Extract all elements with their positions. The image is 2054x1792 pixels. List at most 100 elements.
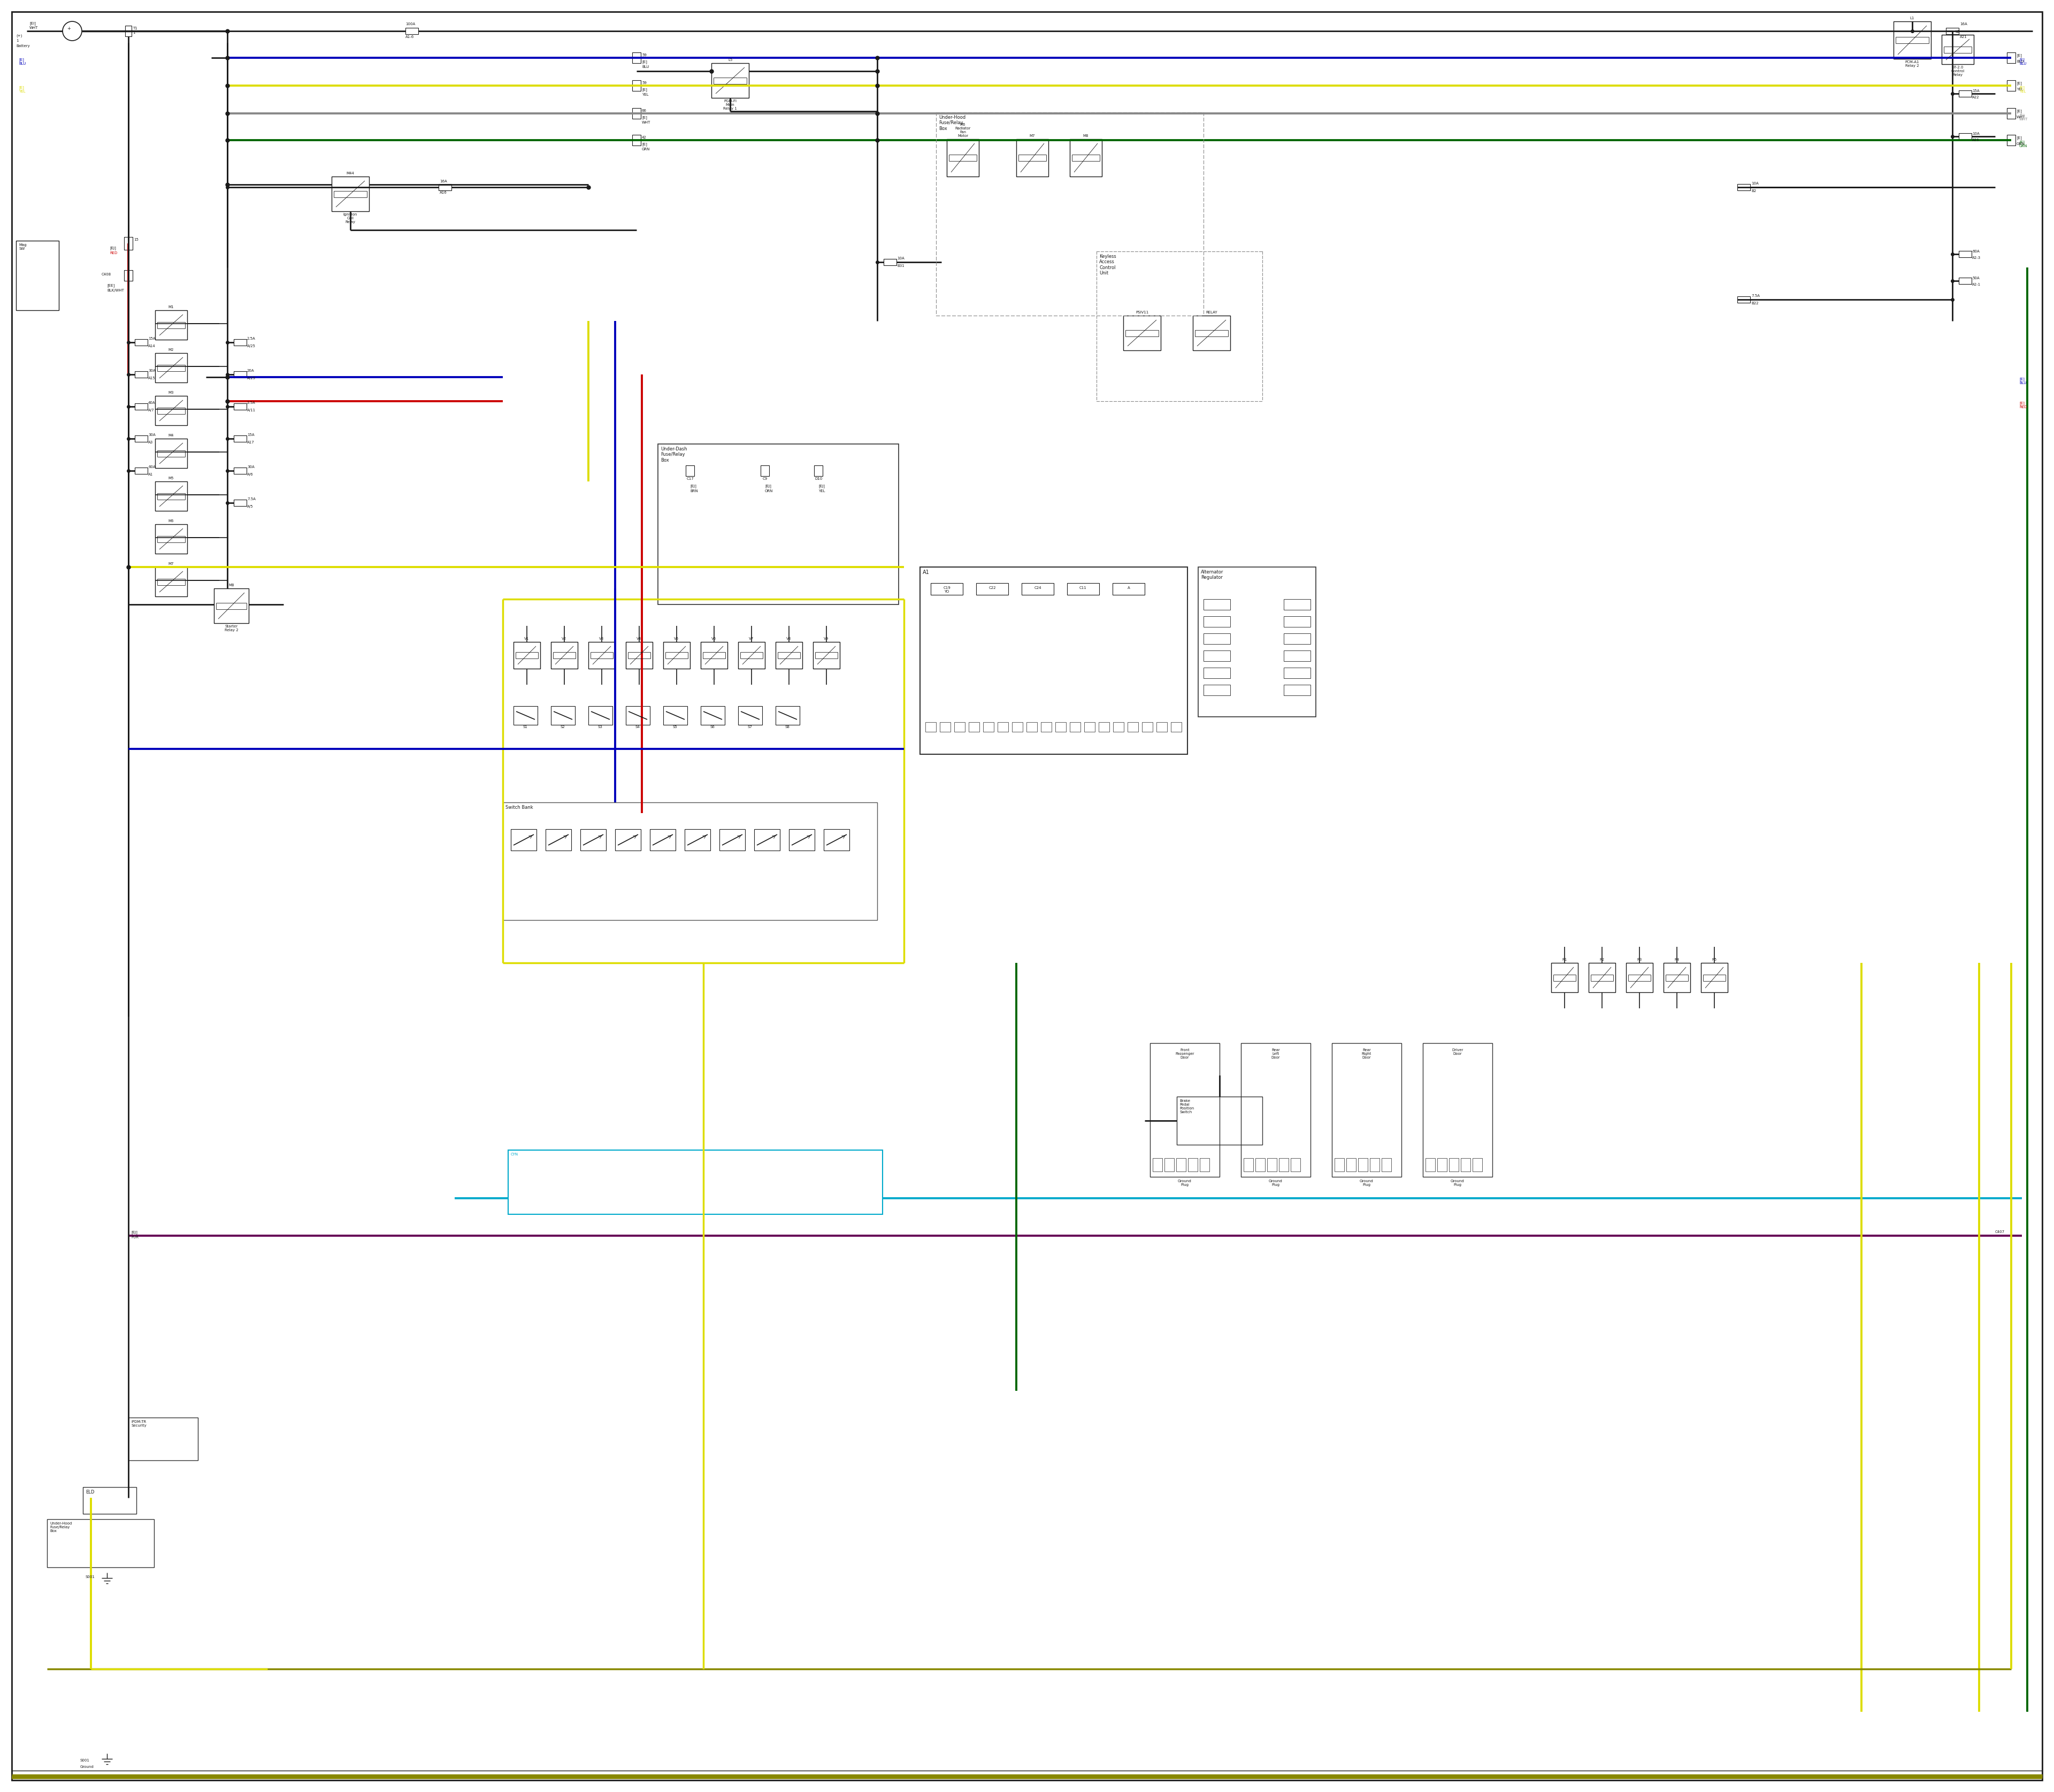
Bar	[1551, 962, 1577, 993]
Text: Ground
Plug: Ground Plug	[1450, 1179, 1465, 1186]
Text: A1: A1	[922, 570, 930, 575]
Text: V1: V1	[524, 638, 530, 640]
Bar	[1204, 616, 1230, 627]
Text: BRN: BRN	[690, 489, 698, 493]
Bar	[1124, 315, 1161, 351]
Text: M1: M1	[168, 305, 175, 308]
Bar	[1165, 1158, 1175, 1172]
Text: V5: V5	[674, 638, 680, 640]
Text: A14: A14	[148, 344, 156, 348]
Bar	[1197, 566, 1317, 717]
Bar	[1473, 1158, 1483, 1172]
Text: A/25: A/25	[246, 344, 255, 348]
Text: S3: S3	[598, 726, 602, 729]
Text: B2: B2	[1752, 190, 1756, 192]
Text: GRN: GRN	[2017, 142, 2025, 145]
Text: A1: A1	[148, 473, 154, 477]
Bar	[684, 830, 711, 851]
Bar	[1070, 722, 1080, 731]
Text: [E]
GRN: [E] GRN	[2019, 140, 2027, 147]
Bar	[737, 642, 764, 668]
Bar	[1017, 140, 1048, 177]
Bar	[1960, 90, 1972, 97]
Bar	[663, 642, 690, 668]
Bar	[813, 466, 824, 477]
Bar	[156, 310, 187, 340]
Text: Ground
Plug: Ground Plug	[1177, 1179, 1191, 1186]
Bar	[587, 706, 612, 724]
Text: Under-Hood
Fuse/Relay
Box: Under-Hood Fuse/Relay Box	[939, 115, 965, 131]
Bar	[1664, 962, 1690, 993]
Text: 10A: 10A	[898, 256, 904, 260]
Bar	[1085, 722, 1095, 731]
Text: [EJ]: [EJ]	[131, 1231, 138, 1235]
Bar	[1280, 1158, 1288, 1172]
Text: [E]: [E]	[2017, 136, 2021, 140]
Bar	[1027, 722, 1037, 731]
Bar	[1284, 650, 1310, 661]
Bar	[1128, 722, 1138, 731]
Bar	[976, 582, 1009, 595]
Bar	[136, 435, 148, 443]
Text: 40A: 40A	[148, 401, 156, 405]
Text: PCM-A1
Relay 2: PCM-A1 Relay 2	[1906, 61, 1918, 68]
Text: A1-6: A1-6	[405, 36, 415, 38]
Text: YEL: YEL	[2017, 88, 2023, 91]
Text: Under-Dash
Fuse/Relay
Box: Under-Dash Fuse/Relay Box	[661, 446, 688, 462]
Bar	[82, 1487, 136, 1514]
Bar	[700, 642, 727, 668]
Text: A/6: A/6	[246, 473, 253, 477]
Bar	[1960, 278, 1972, 285]
Text: D10: D10	[815, 477, 822, 480]
Text: PUR: PUR	[131, 1236, 138, 1238]
Text: 60A: 60A	[1972, 249, 1980, 253]
Bar	[234, 403, 246, 410]
Bar	[776, 706, 799, 724]
Bar	[824, 830, 850, 851]
Text: M3: M3	[168, 391, 175, 394]
Bar	[156, 525, 187, 554]
Bar	[1627, 962, 1653, 993]
Text: M6: M6	[168, 520, 175, 523]
Bar	[1152, 1158, 1163, 1172]
Bar	[626, 642, 653, 668]
Text: [EJ]: [EJ]	[109, 246, 115, 249]
Text: C24: C24	[1033, 586, 1041, 590]
Bar	[503, 803, 877, 919]
Text: 16A: 16A	[440, 179, 448, 183]
Bar	[1738, 185, 1750, 190]
Text: WHT: WHT	[2017, 115, 2025, 118]
Text: A/5: A/5	[246, 505, 253, 509]
Text: R2: R2	[1600, 959, 1604, 961]
Text: 15: 15	[134, 238, 138, 242]
Bar	[1177, 1158, 1185, 1172]
Bar	[657, 444, 900, 604]
Text: IPDM-TR
Security: IPDM-TR Security	[131, 1421, 146, 1426]
Bar	[507, 1150, 883, 1215]
Text: C407: C407	[1994, 1231, 2005, 1233]
Bar	[1960, 251, 1972, 258]
Bar	[1204, 650, 1230, 661]
Text: 42: 42	[641, 136, 647, 140]
Bar	[234, 339, 246, 346]
Bar	[2007, 81, 2015, 91]
Text: A3: A3	[148, 441, 154, 444]
Text: 30A: 30A	[246, 466, 255, 468]
Bar	[776, 642, 803, 668]
Bar	[136, 339, 148, 346]
Text: +: +	[68, 25, 70, 30]
Bar	[1423, 1043, 1493, 1177]
Text: 15A: 15A	[1972, 90, 1980, 93]
Bar	[1177, 1097, 1263, 1145]
Text: GRN: GRN	[641, 147, 651, 151]
Text: Ignition
Coil
Relay: Ignition Coil Relay	[343, 213, 357, 224]
Bar	[1701, 962, 1727, 993]
Text: R5: R5	[1711, 959, 1717, 961]
Bar	[1267, 1158, 1278, 1172]
Bar	[760, 466, 768, 477]
Text: C22: C22	[988, 586, 996, 590]
Text: V3: V3	[600, 638, 604, 640]
Text: Ground
Plug: Ground Plug	[1360, 1179, 1374, 1186]
Text: L5: L5	[727, 59, 733, 61]
Bar	[214, 588, 249, 624]
